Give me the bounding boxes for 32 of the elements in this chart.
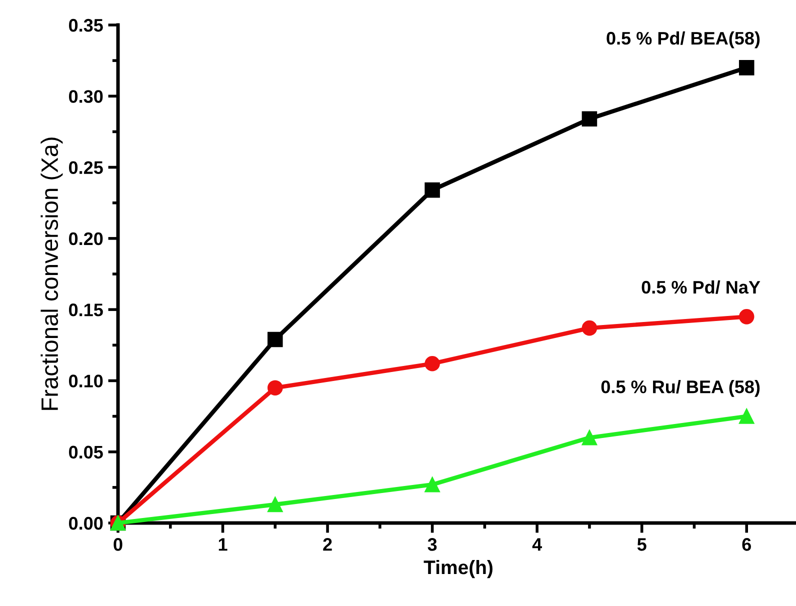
y-tick-label: 0.30: [68, 90, 103, 103]
y-tick-label: 0.35: [68, 18, 103, 32]
x-tick-label: 1: [218, 538, 228, 551]
point: [582, 430, 598, 446]
point: [738, 309, 754, 324]
point: [738, 408, 754, 424]
point: [424, 356, 440, 372]
point: [268, 380, 283, 396]
x-axis-title: Time(h): [424, 560, 492, 578]
y-tick-label: 0.00: [68, 516, 103, 530]
point: [738, 60, 754, 76]
y-tick-label: 0.20: [68, 232, 103, 246]
y-tick-label: 0.05: [68, 446, 103, 459]
series-label: 0.5 % Pd/ BEA(58): [606, 31, 760, 48]
y-axis-title: Fractional conversion (Xa): [40, 138, 63, 410]
x-tick-label: 0: [114, 538, 122, 551]
y-tick-label: 0.10: [68, 374, 103, 388]
x-tick-label: 3: [428, 538, 437, 551]
point: [424, 476, 440, 492]
series-label: 0.5 % Ru/ BEA (58): [601, 380, 760, 397]
y-tick-label: 0.25: [68, 161, 103, 174]
x-tick-label: 5: [637, 538, 646, 551]
y-tick-label: 0.15: [68, 304, 103, 316]
point: [424, 182, 440, 198]
point: [268, 496, 283, 512]
point: [268, 332, 283, 348]
x-tick-label: 2: [323, 538, 332, 551]
point: [582, 320, 598, 336]
x-tick-label: 4: [532, 538, 542, 551]
point: [582, 111, 598, 127]
x-tick-label: 6: [742, 538, 751, 551]
series-label: 0.5 % Pd/ NaY: [642, 280, 760, 294]
